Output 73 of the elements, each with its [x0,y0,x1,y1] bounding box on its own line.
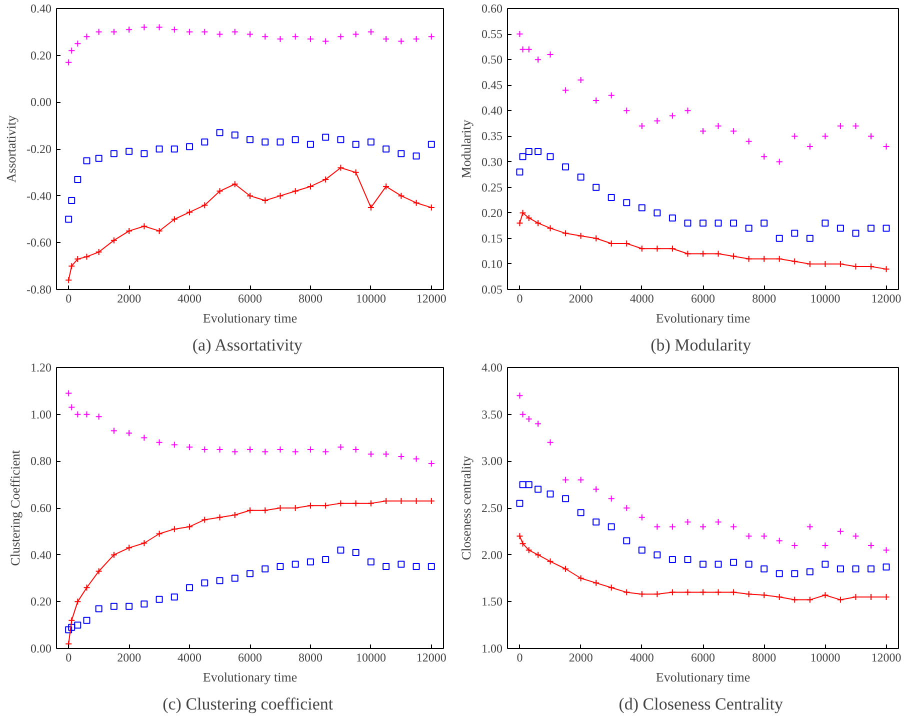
y-tick-label: 1.20 [30,360,52,374]
y-tick-label: 0.40 [482,104,502,118]
x-tick-label: 6000 [238,650,262,664]
y-tick-label: 0.30 [482,154,502,169]
y-tick-label: 0.00 [30,642,52,656]
x-tick-label: 4000 [178,292,202,306]
y-tick-label: 0.45 [482,78,502,92]
x-tick-label: 4000 [630,292,654,306]
x-tick-label: 12000 [871,650,902,664]
y-tick-label: 0.00 [30,95,52,110]
x-tick-label: 2000 [117,292,142,306]
y-tick-label: -0.80 [26,282,52,296]
x-axis-title: Evolutionary time [656,310,750,326]
y-tick-label: 2.00 [482,548,502,562]
x-tick-label: 0 [516,650,523,664]
y-tick-label: 3.50 [482,407,502,422]
y-tick-label: -0.20 [26,142,52,156]
y-tick-label: 0.50 [482,52,502,67]
x-tick-label: 2000 [568,292,593,306]
x-tick-label: 12000 [416,292,446,306]
y-tick-label: 3.00 [482,454,502,468]
y-tick-label: 1.00 [30,407,52,422]
y-tick-label: 4.00 [482,360,502,374]
text: (c) Clustering coefficient [162,694,334,714]
y-tick-label: 0.35 [482,129,502,144]
y-tick-label: 0.80 [30,454,52,468]
x-tick-label: 0 [516,292,523,306]
y-tick-label: 0.40 [30,2,52,16]
x-tick-label: 10000 [810,650,840,664]
x-tick-label: 6000 [691,292,715,306]
x-tick-label: 4000 [178,650,202,664]
y-tick-label: 0.60 [30,501,52,515]
y-tick-label: 2.50 [482,501,502,515]
y-axis-title: Closeness centrality [458,455,474,560]
y-tick-label: 0.40 [30,548,52,562]
x-tick-label: 10000 [356,292,386,306]
x-tick-label: 12000 [871,292,902,306]
y-tick-label: 0.20 [482,206,502,220]
y-tick-label: 0.10 [482,256,502,271]
y-axis-title: Assortativity [4,114,19,183]
x-tick-label: 6000 [238,292,262,306]
text: (d) Closeness Centrality [618,694,784,714]
y-tick-label: 1.50 [482,594,502,609]
x-tick-label: 6000 [691,650,715,664]
y-tick-label: 0.60 [482,2,502,16]
y-tick-label: 0.05 [482,282,502,296]
x-tick-label: 8000 [752,292,776,306]
text: (a) Assortativity [192,336,303,354]
x-tick-label: 0 [66,292,72,306]
y-tick-label: 0.55 [482,27,502,42]
x-tick-label: 0 [66,650,72,664]
y-tick-label: 0.20 [30,48,52,62]
y-axis-title: Clustering Coefficient [8,450,22,566]
x-tick-label: 8000 [298,650,322,664]
y-tick-label: 0.25 [482,180,502,194]
x-axis-title: Evolutionary time [656,670,750,684]
x-tick-label: 10000 [356,650,386,664]
x-tick-label: 2000 [117,650,142,664]
x-tick-label: 10000 [810,292,840,306]
y-tick-label: -0.60 [26,236,52,250]
y-tick-label: 0.20 [30,594,52,609]
x-tick-label: 8000 [298,292,322,306]
x-axis-title: Evolutionary time [202,670,298,684]
x-tick-label: 4000 [630,650,654,664]
y-tick-label: -0.40 [26,188,52,203]
x-tick-label: 2000 [568,650,593,664]
text: (b) Modularity [650,336,752,354]
x-axis-title: Evolutionary time [202,310,298,326]
x-tick-label: 12000 [416,650,446,664]
y-tick-label: 0.15 [482,231,502,246]
y-axis-title: Modularity [458,119,474,178]
x-tick-label: 8000 [752,650,776,664]
y-tick-label: 1.00 [482,642,502,656]
